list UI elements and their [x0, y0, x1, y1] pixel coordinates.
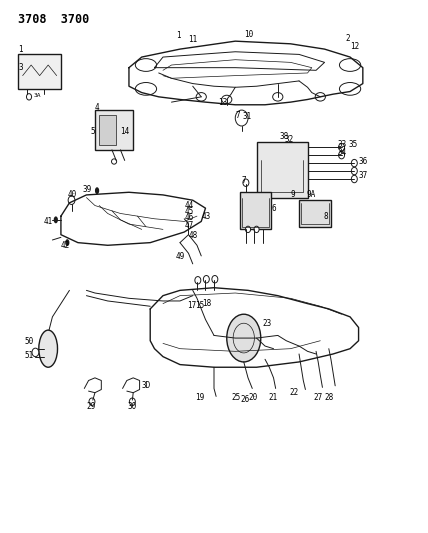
Text: 22: 22: [290, 388, 299, 397]
Text: 51: 51: [25, 351, 34, 360]
Text: 49: 49: [176, 253, 185, 262]
Text: 43: 43: [201, 212, 211, 221]
Text: 20: 20: [249, 393, 258, 402]
Text: 44: 44: [184, 201, 193, 210]
Text: 34: 34: [337, 148, 347, 157]
Text: 47: 47: [184, 221, 193, 230]
Ellipse shape: [27, 94, 32, 100]
Text: 9A: 9A: [307, 190, 316, 199]
Text: 40: 40: [67, 190, 77, 199]
Ellipse shape: [135, 83, 157, 95]
Text: 19: 19: [195, 393, 204, 402]
Text: 9: 9: [291, 190, 295, 199]
Ellipse shape: [89, 398, 95, 406]
Text: 32: 32: [284, 135, 294, 144]
Ellipse shape: [112, 159, 116, 164]
Ellipse shape: [273, 93, 283, 101]
Text: 31: 31: [243, 112, 252, 122]
Text: 8: 8: [324, 212, 328, 221]
Ellipse shape: [315, 93, 325, 101]
Text: 13: 13: [218, 98, 228, 107]
Text: 3708  3700: 3708 3700: [18, 13, 89, 27]
Text: 14: 14: [120, 127, 130, 136]
Ellipse shape: [351, 167, 357, 175]
Text: 1: 1: [18, 45, 23, 54]
Text: 1: 1: [176, 31, 180, 41]
Text: 3A: 3A: [33, 93, 41, 98]
Ellipse shape: [196, 93, 206, 101]
Text: 21: 21: [268, 393, 278, 402]
Bar: [299, 200, 331, 227]
Text: 25: 25: [231, 393, 240, 402]
Ellipse shape: [254, 226, 259, 232]
Ellipse shape: [235, 110, 248, 126]
Text: 33: 33: [337, 140, 347, 149]
Text: 37: 37: [359, 171, 368, 180]
Ellipse shape: [195, 277, 201, 284]
Text: 11: 11: [188, 35, 198, 44]
Text: 39: 39: [82, 185, 92, 194]
Text: 17: 17: [187, 301, 196, 310]
Ellipse shape: [222, 95, 232, 104]
Text: 10: 10: [244, 30, 253, 39]
Text: 7: 7: [242, 175, 246, 184]
Text: 15: 15: [195, 301, 204, 310]
Ellipse shape: [233, 323, 254, 353]
Text: 2: 2: [346, 34, 351, 43]
Ellipse shape: [339, 83, 361, 95]
Text: 12: 12: [350, 42, 360, 51]
Text: 23: 23: [263, 319, 272, 328]
Ellipse shape: [212, 276, 218, 283]
Ellipse shape: [203, 276, 209, 283]
Text: 4: 4: [95, 103, 100, 112]
Text: 30: 30: [127, 402, 137, 411]
Text: 3D: 3D: [141, 381, 151, 390]
Ellipse shape: [65, 239, 69, 246]
Bar: [240, 192, 271, 229]
Text: 18: 18: [202, 299, 212, 308]
Ellipse shape: [246, 226, 250, 232]
Bar: [256, 142, 308, 198]
Text: 48: 48: [188, 231, 198, 240]
Text: 42: 42: [61, 241, 70, 250]
Ellipse shape: [32, 348, 39, 357]
Text: 6: 6: [271, 204, 276, 213]
Text: 41: 41: [44, 217, 53, 226]
Ellipse shape: [339, 143, 345, 151]
Ellipse shape: [339, 151, 345, 159]
Text: 7: 7: [235, 111, 240, 120]
Ellipse shape: [351, 159, 357, 167]
Text: 28: 28: [324, 393, 334, 402]
Ellipse shape: [351, 175, 357, 183]
Text: 45: 45: [184, 207, 193, 216]
Ellipse shape: [339, 59, 361, 71]
Text: 26: 26: [241, 394, 250, 403]
Text: 27: 27: [314, 393, 323, 402]
Text: 5: 5: [91, 127, 95, 136]
Ellipse shape: [54, 216, 58, 223]
Text: 3: 3: [18, 63, 23, 72]
Text: 38: 38: [280, 132, 289, 141]
Ellipse shape: [243, 179, 249, 187]
Text: 35: 35: [348, 140, 358, 149]
Ellipse shape: [227, 314, 261, 362]
Ellipse shape: [39, 330, 57, 367]
Ellipse shape: [68, 196, 75, 205]
Bar: [95, 110, 133, 150]
Ellipse shape: [129, 398, 135, 406]
Bar: [99, 115, 116, 144]
Bar: [18, 54, 61, 89]
Ellipse shape: [95, 187, 99, 194]
Ellipse shape: [135, 59, 157, 71]
Text: 29: 29: [86, 402, 96, 411]
Text: 46: 46: [184, 213, 193, 222]
Text: 36: 36: [359, 157, 368, 166]
Text: 50: 50: [25, 337, 34, 346]
